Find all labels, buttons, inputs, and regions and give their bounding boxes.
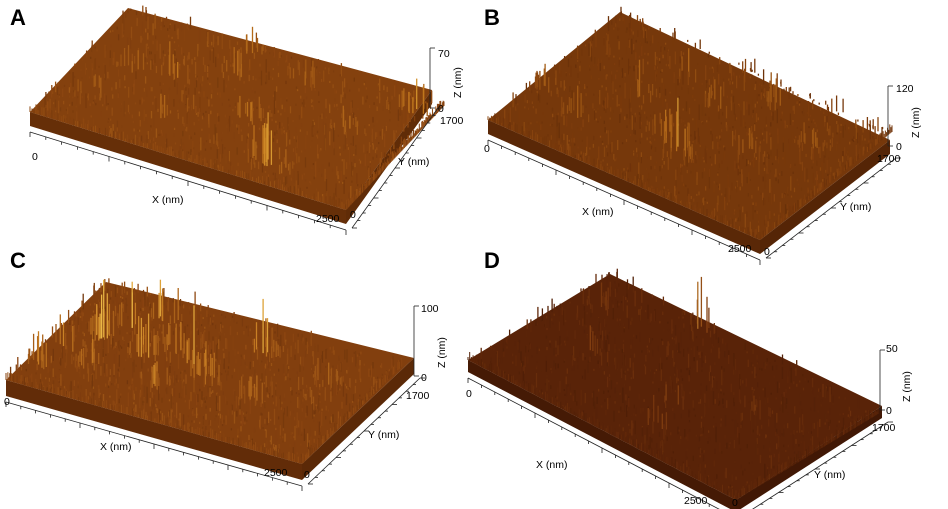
surface-top <box>30 8 432 210</box>
afm-panel-d: D X (nm) 0 2500 Y (nm) 0 1700 50 0 Z (nm… <box>466 248 948 509</box>
afm-surface-b: X (nm) 0 2500 Y (nm) 0 1700 120 0 Z (nm) <box>484 6 922 265</box>
y-axis-end-c: 1700 <box>406 390 430 402</box>
z-axis-max-a: 70 <box>438 48 450 60</box>
z-axis-min-a: 0 <box>438 103 444 115</box>
y-axis-start-a: 0 <box>350 209 356 221</box>
y-axis-label-b: Y (nm) <box>840 201 871 213</box>
surface-group <box>467 268 893 509</box>
x-axis-label-c: X (nm) <box>100 441 132 453</box>
axes-lines <box>29 47 443 235</box>
surface-side-wall <box>346 90 432 224</box>
z-axis-label-b: Z (nm) <box>910 107 922 138</box>
z-axis-label-c: Z (nm) <box>436 337 448 368</box>
afm-panel-c: C X (nm) 0 2500 Y (nm) 0 1700 100 0 Z (n… <box>0 248 474 508</box>
surface-front-wall <box>468 360 736 509</box>
x-axis-end-c: 2500 <box>264 467 288 479</box>
y-axis-start-c: 0 <box>304 469 310 481</box>
panel-label-d: D <box>484 248 500 273</box>
surface-side-wall <box>760 140 890 254</box>
z-axis-max-b: 120 <box>896 83 914 95</box>
y-axis-start-b: 0 <box>764 246 770 258</box>
x-axis-end-a: 2500 <box>316 213 340 225</box>
surface-front-wall <box>30 112 346 224</box>
x-axis-label-a: X (nm) <box>152 194 184 206</box>
surface-front-wall <box>488 120 760 254</box>
afm-surface-a: X (nm) 0 2500 Y (nm) 0 1700 70 0 Z (nm) <box>29 5 464 235</box>
surface-side-wall <box>302 358 414 480</box>
panel-label-a: A <box>10 5 26 30</box>
y-axis-end-b: 1700 <box>877 153 901 165</box>
surface-group <box>29 5 445 235</box>
x-axis-start-a: 0 <box>32 151 38 163</box>
x-axis-label-b: X (nm) <box>582 206 614 218</box>
panel-label-c: C <box>10 248 26 273</box>
afm-panel-b: B X (nm) 0 2500 Y (nm) 0 1700 120 0 Z (n… <box>474 0 948 265</box>
panel-label-b: B <box>484 5 500 30</box>
afm-surface-d: X (nm) 0 2500 Y (nm) 0 1700 50 0 Z (nm) <box>466 268 913 509</box>
z-axis-min-b: 0 <box>896 141 902 153</box>
x-axis-start-c: 0 <box>4 396 10 408</box>
z-axis-min-c: 0 <box>421 372 427 384</box>
y-axis-end-a: 1700 <box>440 115 464 127</box>
y-axis-label-a: Y (nm) <box>398 156 429 168</box>
surface-group <box>487 6 901 265</box>
surface-front-wall <box>6 380 302 480</box>
y-axis-label-c: Y (nm) <box>368 429 399 441</box>
axes-lines <box>487 85 901 265</box>
afm-surface-c: X (nm) 0 2500 Y (nm) 0 1700 100 0 Z (nm) <box>4 278 448 491</box>
z-axis-max-c: 100 <box>421 303 439 315</box>
afm-panel-a: A X (nm) 0 2500 Y (nm) 0 1700 70 0 Z (nm… <box>0 0 474 254</box>
x-axis-start-b: 0 <box>484 143 490 155</box>
surface-group <box>5 278 425 491</box>
z-axis-label-a: Z (nm) <box>452 67 464 98</box>
x-axis-end-b: 2500 <box>728 243 752 255</box>
axes-lines <box>5 305 425 491</box>
